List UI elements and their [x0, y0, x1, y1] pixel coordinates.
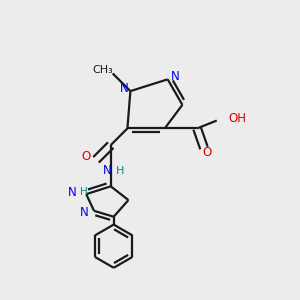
Text: N: N [68, 186, 77, 199]
Text: N: N [80, 206, 88, 219]
Text: N: N [102, 164, 111, 177]
Text: H: H [116, 166, 125, 176]
Text: N: N [171, 70, 180, 83]
Text: O: O [82, 150, 91, 164]
Text: CH₃: CH₃ [92, 65, 113, 76]
Text: H: H [80, 187, 88, 197]
Text: O: O [202, 146, 212, 159]
Text: N: N [120, 82, 129, 95]
Text: OH: OH [229, 112, 247, 125]
